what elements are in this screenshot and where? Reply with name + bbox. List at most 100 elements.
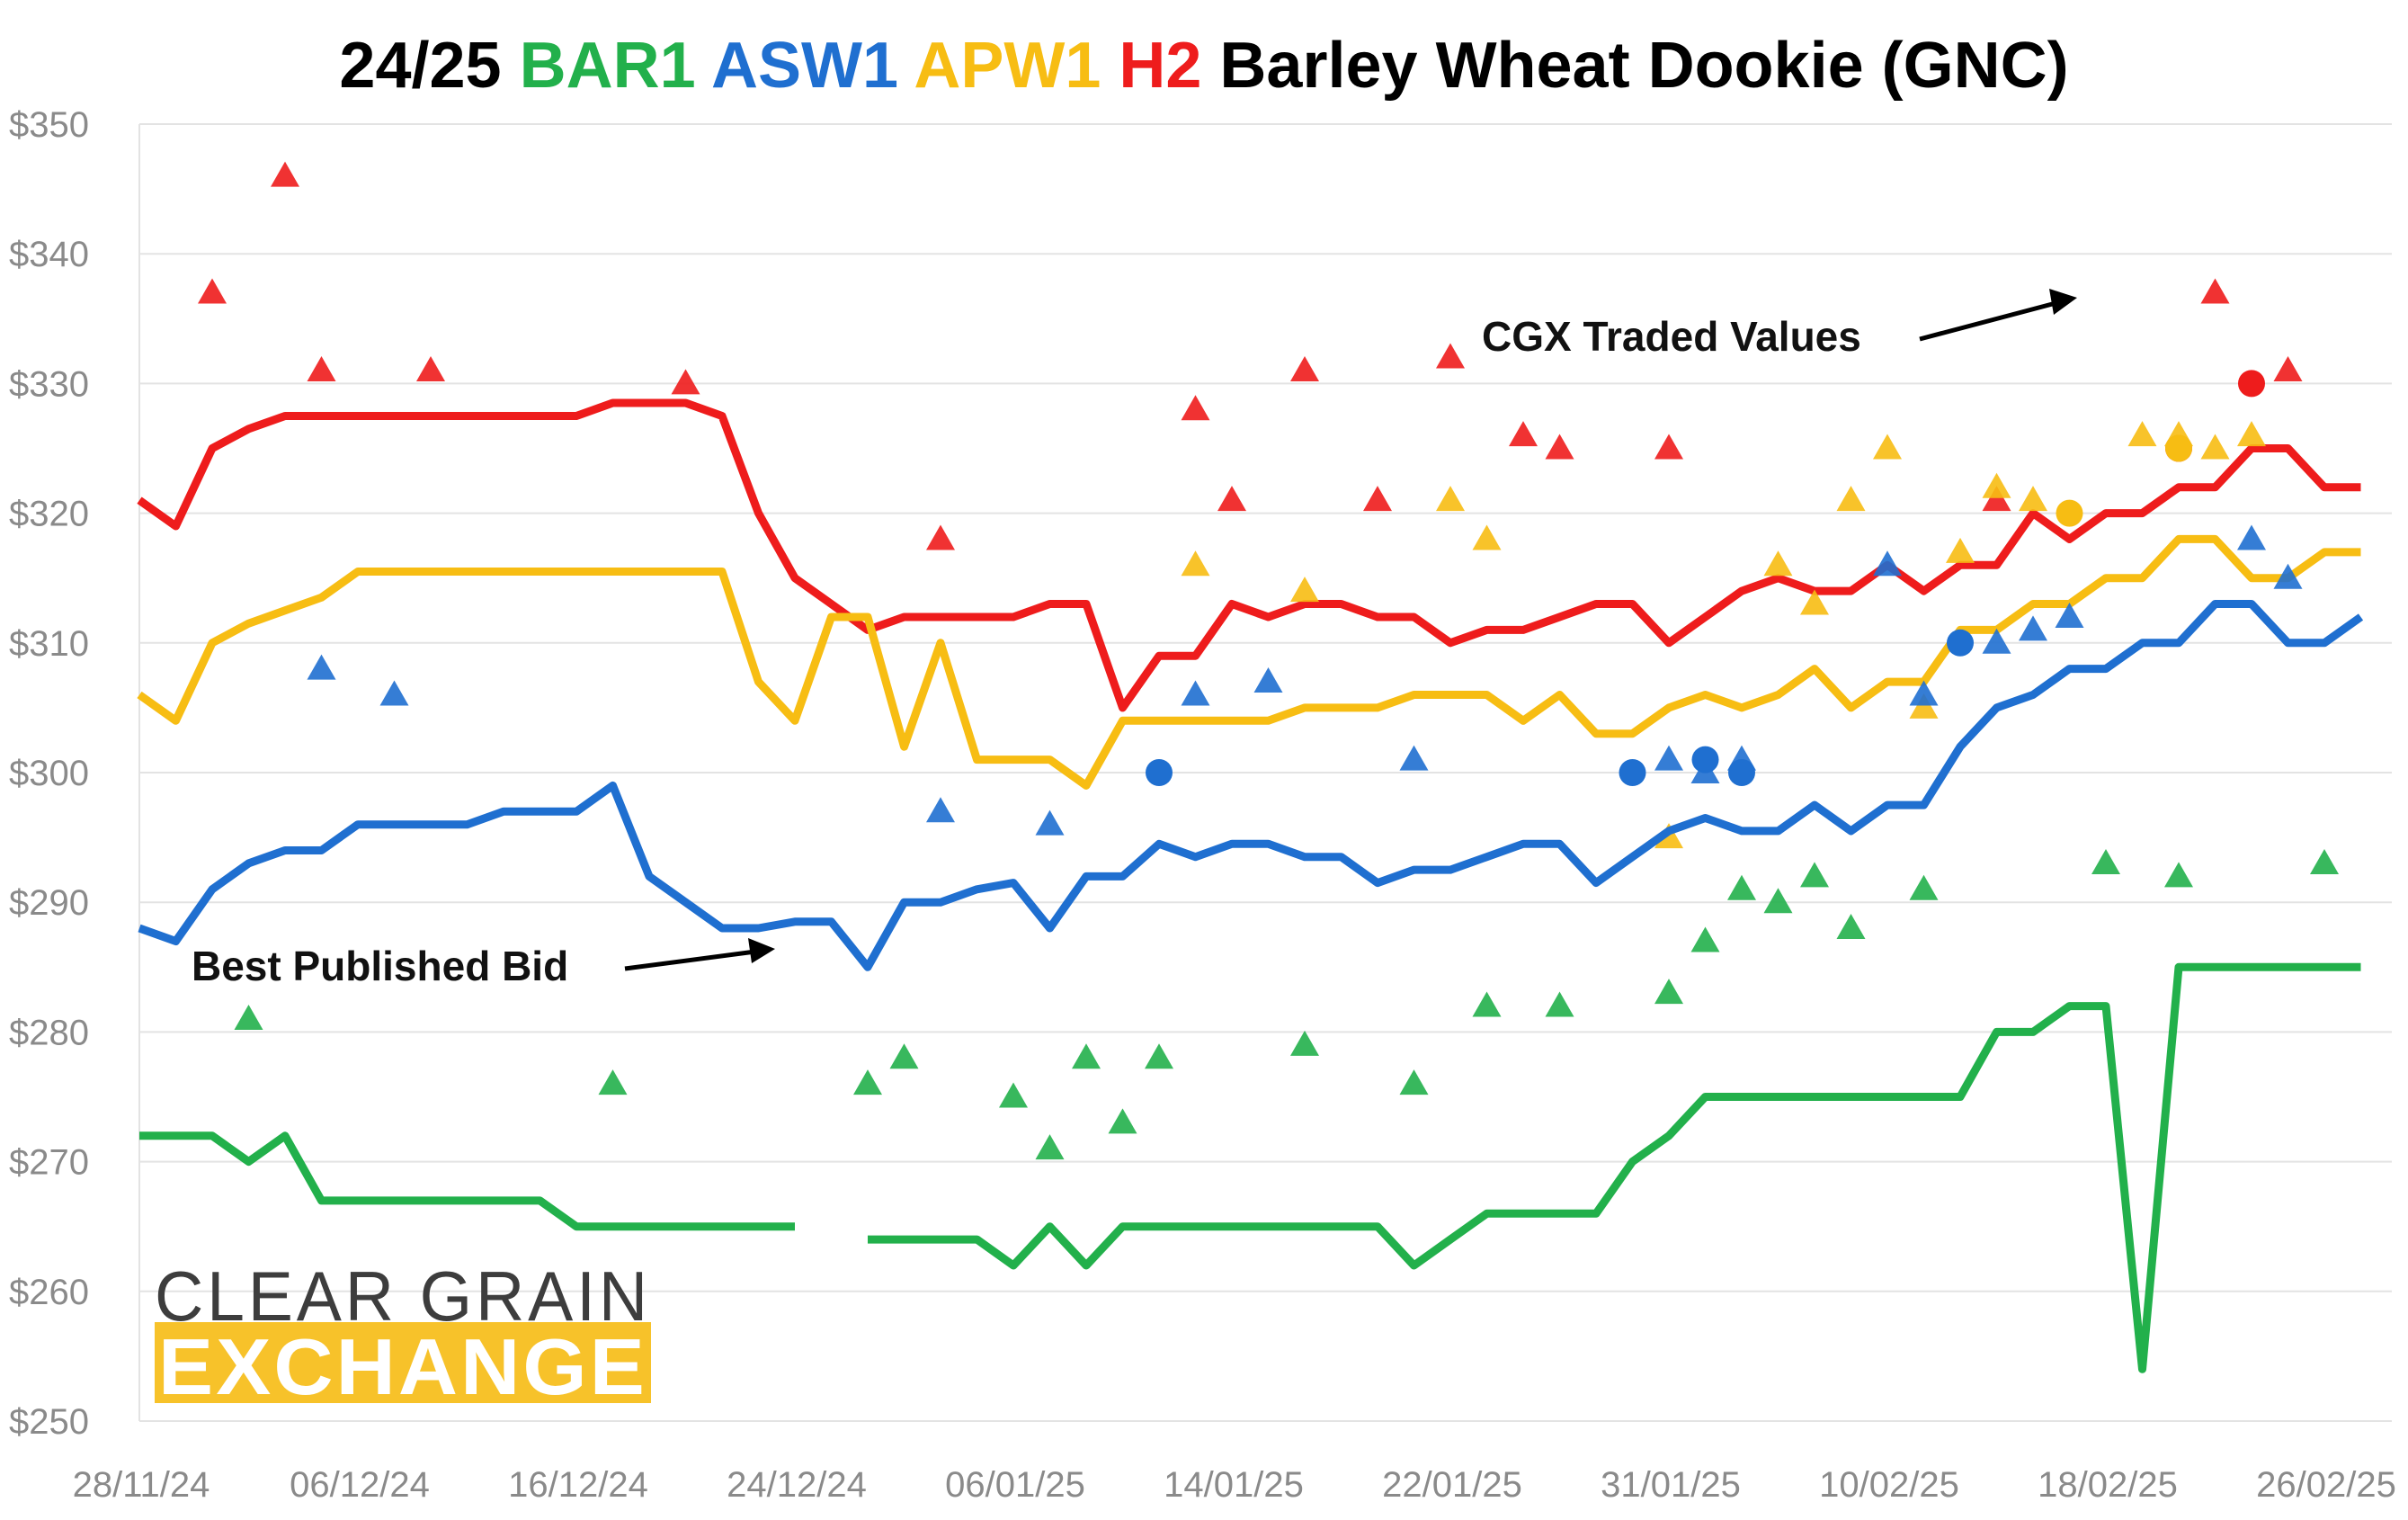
y-axis: $250 $260 $270 $280 $290 $300 $310 $320 $330 $340… (9, 105, 89, 1442)
x-tick-label: 14/01/25 (1164, 1465, 1304, 1505)
series-asw1 (138, 524, 2364, 971)
x-tick-label: 18/02/25 (2038, 1465, 2178, 1505)
traded-values-arrowhead (2049, 289, 2077, 315)
asw1-traded-circle (1146, 759, 1173, 786)
apw1-traded-triangle (1436, 486, 1465, 512)
x-tick-label: 06/01/25 (945, 1465, 1085, 1505)
title-part-4: H2 (1119, 30, 1219, 102)
x-tick-label: 16/12/24 (508, 1465, 648, 1505)
y-tick-label: $300 (9, 754, 89, 793)
asw1-traded-triangle (1982, 628, 2011, 654)
asw1-traded-circle (1947, 629, 1974, 657)
chart-title: 24/25 BAR1 ASW1 APW1 H2 Barley Wheat Doo… (339, 30, 2068, 102)
apw1-traded-triangle (1472, 524, 1502, 550)
asw1-traded-triangle (307, 654, 336, 680)
bar1-traded-triangle (1035, 1134, 1065, 1160)
best-bid-annotation: Best Published Bid (192, 943, 568, 989)
bar1-traded-triangle (1909, 874, 1939, 900)
h2-traded-triangle (416, 355, 445, 381)
h2-traded-triangle (1509, 421, 1538, 447)
asw1-traded-triangle (1181, 680, 1210, 706)
title-part-5: Barley Wheat Dookie (GNC) (1219, 30, 2068, 102)
asw1-traded-triangle (1035, 809, 1065, 836)
bar1-traded-triangle (1472, 991, 1502, 1017)
bar1-traded-triangle (999, 1082, 1028, 1108)
x-tick-label: 28/11/24 (73, 1465, 210, 1505)
asw1-traded-circle (1728, 759, 1755, 786)
h2-traded-triangle (926, 524, 955, 550)
asw1-traded-triangle (2273, 563, 2303, 589)
x-tick-label: 06/12/24 (290, 1465, 430, 1505)
series-layer (137, 161, 2364, 1373)
title-part-3: APW1 (914, 30, 1119, 102)
apw1-traded-circle (2165, 434, 2192, 462)
h2-traded-triangle (1290, 355, 1319, 381)
logo-band (155, 1322, 651, 1403)
bar1-traded-triangle (1545, 991, 1574, 1017)
x-axis: 28/11/24 06/12/24 16/12/24 24/12/24 06/01/25… (73, 1465, 2396, 1505)
logo-line-1: CLEAR GRAIN (155, 1256, 651, 1336)
bar1-traded-triangle (1763, 888, 1793, 914)
y-tick-label: $310 (9, 624, 89, 664)
h2-traded-triangle (1654, 434, 1683, 460)
series-bar1 (139, 848, 2361, 1373)
bar1-traded-triangle (598, 1069, 628, 1095)
x-tick-label: 24/12/24 (727, 1465, 867, 1505)
asw1-traded-triangle (379, 680, 409, 706)
bar1-traded-triangle (889, 1043, 919, 1069)
apw1-traded-triangle (2019, 486, 2047, 512)
traded-values-arrow (1919, 300, 2060, 342)
bar1-traded-triangle (2164, 862, 2193, 888)
h2-traded-triangle (1982, 486, 2011, 512)
asw1-traded-circle (1619, 759, 1646, 786)
bar1-traded-triangle (2091, 848, 2120, 874)
bar1-traded-triangle (1800, 862, 1829, 888)
y-tick-label: $350 (9, 105, 89, 145)
y-tick-label: $250 (9, 1402, 89, 1442)
h2-traded-triangle (1217, 486, 1246, 512)
asw1-traded-triangle (1399, 745, 1429, 771)
logo-line-2: EXCHANGE (158, 1322, 647, 1411)
h2-traded-triangle (671, 369, 700, 395)
asw1-traded-triangle (1873, 550, 1902, 577)
title-part-1: BAR1 (520, 30, 711, 102)
bar1-traded-triangle (1290, 1030, 1319, 1056)
clear-grain-exchange-logo: CLEAR GRAIN EXCHANGE (155, 1256, 651, 1411)
best-bid-arrow (624, 949, 756, 971)
traded-values-annotation: CGX Traded Values (1482, 313, 1861, 360)
bar1-traded-triangle (234, 1004, 263, 1030)
h2-traded-triangle (1436, 343, 1465, 369)
bar1-traded-triangle (1690, 926, 1720, 952)
asw1-traded-triangle (2019, 615, 2047, 641)
bar1-traded-triangle (1727, 874, 1756, 900)
title-part-2: ASW1 (711, 30, 914, 102)
apw1-traded-triangle (1763, 550, 1793, 577)
asw1-traded-triangle (926, 797, 955, 823)
h2-traded-triangle (2200, 278, 2230, 304)
bar1-traded-triangle (1654, 979, 1683, 1005)
bar1-traded-triangle (1072, 1043, 1101, 1069)
x-tick-label: 31/01/25 (1601, 1465, 1741, 1505)
h2-traded-triangle (271, 161, 299, 187)
apw1-traded-triangle (1909, 693, 1939, 719)
apw1-bid-line (137, 534, 2361, 790)
apw1-traded-triangle (2127, 421, 2157, 447)
apw1-traded-triangle (1800, 589, 1829, 615)
y-tick-label: $320 (9, 495, 89, 534)
x-tick-label: 10/02/25 (1819, 1465, 1959, 1505)
bar1-traded-triangle (1836, 914, 1866, 940)
y-tick-label: $260 (9, 1273, 89, 1312)
asw1-traded-circle (1691, 746, 1719, 773)
asw1-traded-triangle (2237, 524, 2266, 550)
series-apw1 (137, 421, 2361, 849)
h2-traded-circle (2238, 370, 2265, 398)
h2-traded-triangle (1181, 395, 1210, 421)
series-h2 (137, 161, 2361, 712)
apw1-traded-circle (2056, 499, 2083, 527)
h2-bid-line (137, 398, 2361, 712)
h2-traded-triangle (307, 355, 336, 381)
x-tick-label: 26/02/25 (2256, 1465, 2396, 1505)
apw1-traded-triangle (1982, 472, 2011, 498)
apw1-traded-triangle (1290, 577, 1319, 603)
